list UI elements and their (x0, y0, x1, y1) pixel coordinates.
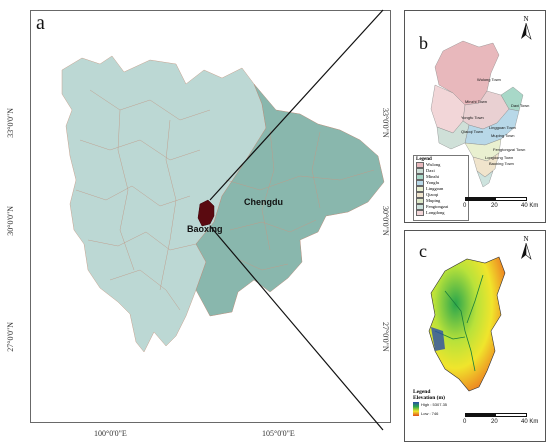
legend-b-item-fengtongzai: Fengtongzai (416, 204, 466, 210)
lat-tick-left-27: 27°0'0"N (6, 322, 15, 352)
city-label-chengdu: Chengdu (244, 197, 283, 207)
eastern-sichuan-basin (195, 83, 385, 317)
legend-b-item-daxi: Daxi (416, 168, 466, 174)
connector-line-bottom (209, 225, 384, 431)
scale-c-40: 40 Km (521, 419, 539, 425)
town-label-qiaoqi: Qiaoqi Town (461, 129, 483, 134)
scale-b-0: 0 (463, 203, 467, 209)
scale-bar-b: 0 20 40 Km (463, 195, 541, 215)
legend-swatch (416, 192, 424, 198)
lat-tick-right-30: 30°0'0"N (381, 206, 390, 236)
lat-tick-left-30: 30°0'0"N (6, 206, 15, 236)
scale-bar-c: 0 20 40 Km (463, 411, 541, 431)
legend-c-ramp-row: High : 5307.35 Low : 746 (413, 402, 461, 416)
elevation-map (428, 256, 506, 392)
lon-tick-105: 105°0'0"E (262, 429, 295, 438)
north-label-c: N (523, 235, 529, 243)
town-label-daxi: Daxi Town (511, 103, 530, 108)
panel-a: a Chengdu Baoxing 33°0'0"N 30°0'0"N 27°0… (6, 9, 391, 438)
city-label-baoxing: Baoxing (187, 224, 223, 234)
panel-a-label: a (36, 12, 45, 34)
elevation-color-ramp (413, 402, 419, 416)
north-label-b: N (523, 15, 529, 23)
legend-swatch (416, 168, 424, 174)
legend-c-title: Legend (413, 389, 431, 395)
legend-swatch (416, 162, 424, 168)
lat-tick-left-33: 33°0'0"N (6, 108, 15, 138)
town-label-fengtongzai: Fengtongzai Town (493, 147, 526, 152)
legend-b-item-linggoan: Linggoan (416, 186, 466, 192)
legend-b-item-wulong: Wulong (416, 162, 466, 168)
baoxing-townships-map (430, 40, 524, 188)
town-label-baoxing: Baoxing Town (489, 161, 514, 166)
scale-b-40: 40 Km (521, 203, 539, 209)
panel-b-label: b (419, 33, 428, 53)
legend-b-item-longdong: Longdong (416, 210, 466, 216)
connector-line-top (209, 9, 384, 201)
township-longdong (476, 170, 494, 188)
legend-c-high: High : 5307.35 (421, 402, 448, 407)
north-arrow-c: N (519, 235, 533, 261)
town-label-longdong: Longdong Town (485, 155, 514, 160)
county-boundaries (75, 89, 375, 311)
scale-bar-c-graphic (465, 413, 527, 417)
north-arrow-b: N (519, 15, 533, 41)
sichuan-map (30, 9, 391, 431)
legend-swatch (416, 198, 424, 204)
panel-b: b N Wulong Town Daxi Town Minzhi Town Yo… (404, 10, 546, 223)
legend-b-item-qiaoqi: Qiaoqi (416, 192, 466, 198)
lat-tick-right-27: 27°0'0"N (381, 322, 390, 352)
scale-c-20: 20 (491, 419, 498, 425)
legend-c-subtitle: Elevation (m) (413, 395, 445, 401)
baoxing-county (197, 199, 215, 227)
legend-swatch (416, 210, 424, 216)
scale-c-0: 0 (463, 419, 467, 425)
north-arrow-icon (521, 243, 532, 260)
panel-c: c N Legend Elevation (m) High : 5307.35 … (404, 230, 546, 442)
lon-tick-100: 100°0'0"E (94, 429, 127, 438)
legend-b-item-muping: Muping (416, 198, 466, 204)
legend-swatch (416, 180, 424, 186)
town-label-yongfu: Yongfu Town (461, 115, 484, 120)
town-label-minzhi: Minzhi Town (465, 99, 487, 104)
legend-b-item-minzhi: Minzhi (416, 174, 466, 180)
legend-b-item-yongfu: Yongfu (416, 180, 466, 186)
baoxing-elevation-surface (428, 256, 506, 392)
town-label-wulong: Wulong Town (477, 77, 501, 82)
legend-c: Legend Elevation (m) High : 5307.35 Low … (413, 389, 461, 423)
western-highland-blue (431, 327, 445, 351)
legend-c-low: Low : 746 (421, 411, 439, 416)
township-yongfu (500, 86, 524, 112)
town-label-muping: Muping Town (491, 133, 515, 138)
lat-tick-right-33: 33°0'0"N (381, 108, 390, 138)
legend-b: Legend Wulong Daxi Minzhi Yongfu Linggoa… (413, 155, 469, 221)
legend-swatch (416, 186, 424, 192)
legend-swatch (416, 204, 424, 210)
panel-c-label: c (419, 241, 427, 261)
north-arrow-icon (521, 23, 532, 40)
town-label-linggoan: Linggoan Town (489, 125, 516, 130)
legend-b-title: Legend (416, 157, 432, 162)
scale-b-20: 20 (491, 203, 498, 209)
scale-bar-b-graphic (465, 197, 527, 201)
legend-swatch (416, 174, 424, 180)
